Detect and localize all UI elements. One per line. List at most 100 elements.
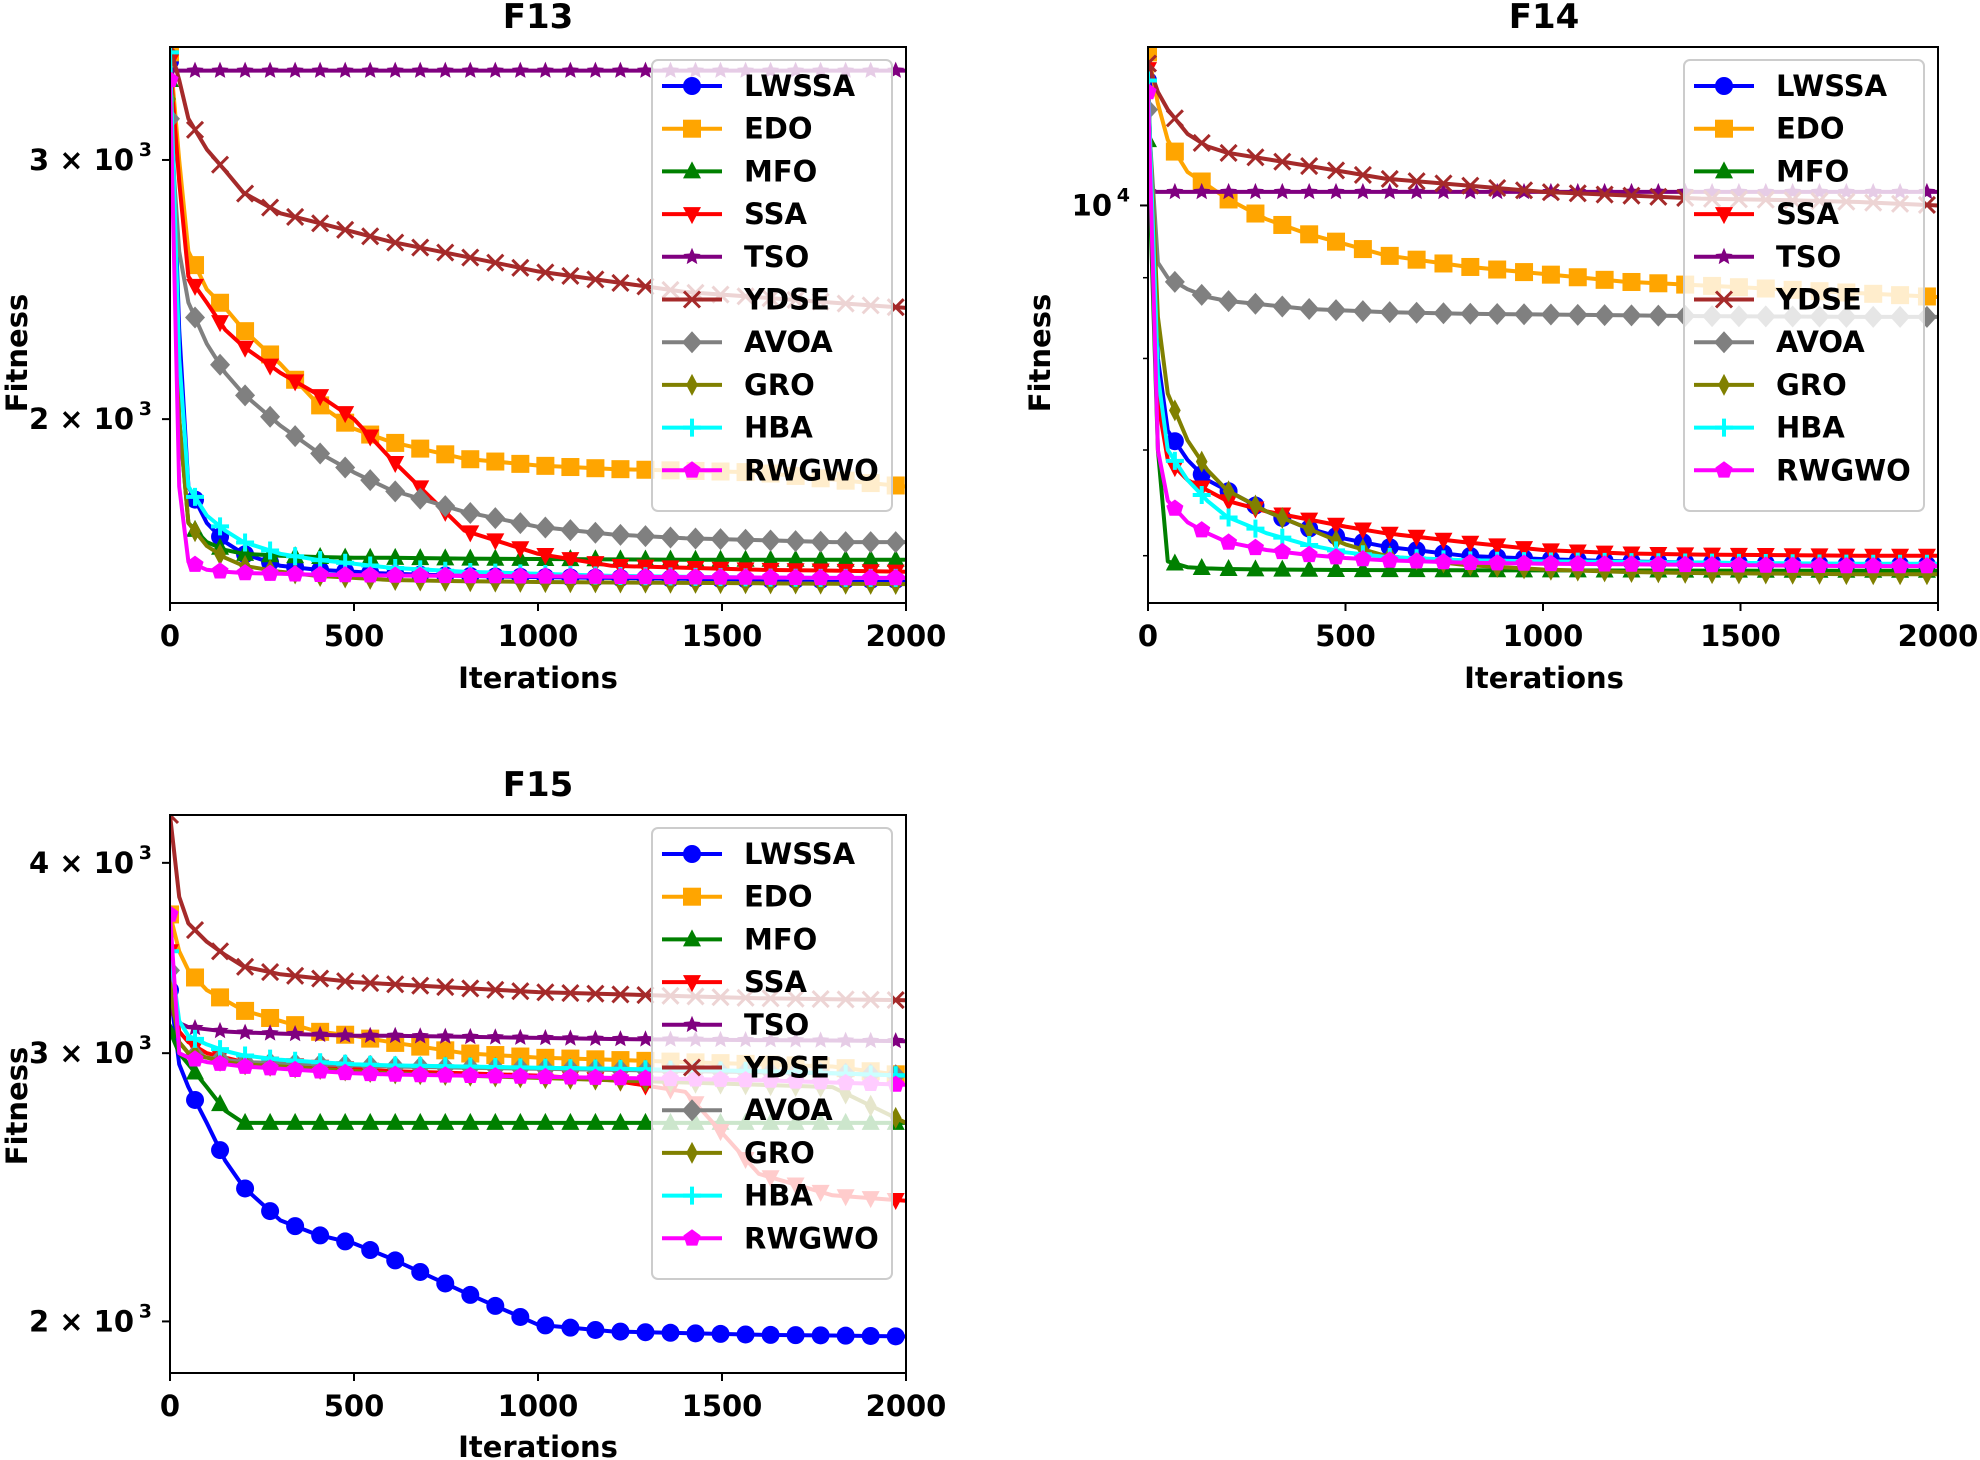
data-point-ssa: [336, 406, 355, 424]
data-point-ydse: [170, 815, 180, 825]
data-point-ydse: [286, 207, 305, 227]
data-point-lwssa: [411, 1262, 430, 1281]
data-point-ydse: [1541, 183, 1560, 202]
data-point-rwgwo: [311, 565, 329, 582]
data-point-ydse: [236, 184, 255, 203]
data-point-edo: [511, 454, 530, 473]
data-point-tso: [1327, 182, 1345, 200]
legend-item-rwgwo: RWGWO: [1694, 453, 1911, 487]
data-point-ydse: [411, 976, 430, 995]
data-point-mfo: [1219, 558, 1238, 576]
data-point-ydse: [185, 120, 205, 139]
y-tick-label: 4 × 10: [29, 846, 134, 880]
data-point-tso: [286, 1025, 304, 1042]
data-point-ydse: [1326, 161, 1346, 180]
data-point-ydse: [436, 243, 455, 262]
data-point-edo: [186, 256, 205, 275]
data-point-lwssa: [236, 1179, 255, 1198]
series-markers-ydse: [1148, 54, 1937, 215]
data-point-edo: [211, 988, 230, 1007]
legend-label: EDO: [744, 880, 813, 914]
data-point-avoa: [1272, 295, 1293, 318]
data-point-edo: [1219, 190, 1238, 209]
data-point-ydse: [185, 920, 205, 940]
y-tick-exponent: 3: [139, 139, 152, 161]
data-point-edo: [1327, 232, 1346, 251]
series-line-gro: [1148, 91, 1938, 577]
data-point-rwgwo: [1649, 555, 1667, 572]
data-point-edo: [1300, 225, 1319, 244]
data-point-avoa: [1487, 303, 1508, 326]
data-point-edo: [261, 1008, 280, 1027]
legend-marker: [683, 975, 701, 993]
legend-marker: [1714, 290, 1734, 309]
data-point-ydse: [1434, 174, 1453, 193]
data-point-tso: [461, 1027, 479, 1045]
data-point-lwssa: [311, 1226, 330, 1245]
x-tick-label: 500: [324, 619, 385, 653]
series-line-avoa: [170, 118, 906, 545]
data-point-rwgwo: [1148, 83, 1157, 100]
data-point-mfo: [236, 1112, 255, 1130]
data-point-lwssa: [486, 1296, 505, 1315]
data-point-avoa: [685, 527, 706, 550]
y-tick-label: 3 × 10: [29, 143, 134, 177]
data-point-ydse: [1488, 178, 1507, 198]
data-point-ydse: [311, 969, 330, 988]
data-point-tso: [261, 61, 279, 78]
data-point-lwssa: [211, 1141, 230, 1160]
data-point-hba: [211, 517, 230, 536]
data-point-edo: [1434, 254, 1453, 273]
legend-label: EDO: [1776, 112, 1845, 146]
data-point-rwgwo: [1434, 553, 1452, 570]
data-point-rwgwo: [1273, 542, 1291, 560]
data-point-rwgwo: [486, 1067, 504, 1084]
data-point-tso: [361, 1026, 379, 1043]
data-point-tso: [636, 1030, 654, 1047]
data-point-rwgwo: [1166, 499, 1184, 516]
data-point-ydse: [411, 238, 430, 257]
data-point-rwgwo: [1220, 533, 1238, 550]
data-point-hba: [286, 547, 305, 566]
data-point-rwgwo: [286, 565, 304, 582]
y-tick-exponent: 3: [139, 842, 152, 864]
legend-label: YDSE: [1775, 283, 1862, 317]
legend-item-ydse: YDSE: [1694, 283, 1862, 317]
data-point-ssa: [1219, 494, 1238, 512]
legend-marker: [683, 845, 701, 863]
legend-label: SSA: [1776, 197, 1839, 231]
data-point-lwssa: [711, 1324, 730, 1343]
legend-item-lwssa: LWSSA: [662, 837, 856, 871]
legend-label: SSA: [744, 197, 807, 231]
data-point-edo: [411, 1037, 430, 1056]
y-tick-label: 2 × 10: [29, 1304, 134, 1338]
data-point-tso: [611, 61, 629, 78]
legend-label: EDO: [744, 112, 813, 146]
legend-label: YDSE: [743, 1051, 830, 1085]
data-point-ydse: [336, 972, 355, 991]
y-tick-label: 2 × 10: [29, 402, 134, 436]
data-point-avoa: [310, 442, 331, 465]
data-point-tso: [236, 61, 254, 78]
legend-item-ydse: YDSE: [662, 283, 830, 317]
legend-item-tso: TSO: [662, 1008, 809, 1042]
data-point-tso: [636, 61, 654, 78]
legend-marker: [683, 1186, 701, 1205]
data-point-rwgwo: [461, 1066, 479, 1083]
data-point-rwgwo: [1461, 553, 1479, 570]
data-point-tso: [486, 1028, 504, 1045]
series-markers-ssa: [1148, 62, 1936, 566]
data-point-tso: [336, 61, 354, 78]
data-point-avoa: [410, 487, 431, 510]
y-tick-label: 10: [1072, 188, 1112, 222]
data-point-gro: [1625, 561, 1638, 584]
data-point-gro: [1222, 480, 1235, 503]
data-point-rwgwo: [611, 567, 629, 584]
data-point-rwgwo: [1569, 555, 1587, 572]
data-point-rwgwo: [186, 555, 204, 572]
data-point-avoa: [785, 530, 806, 553]
legend-marker: [682, 331, 702, 354]
legend-label: HBA: [1776, 411, 1845, 445]
data-point-edo: [236, 322, 255, 341]
